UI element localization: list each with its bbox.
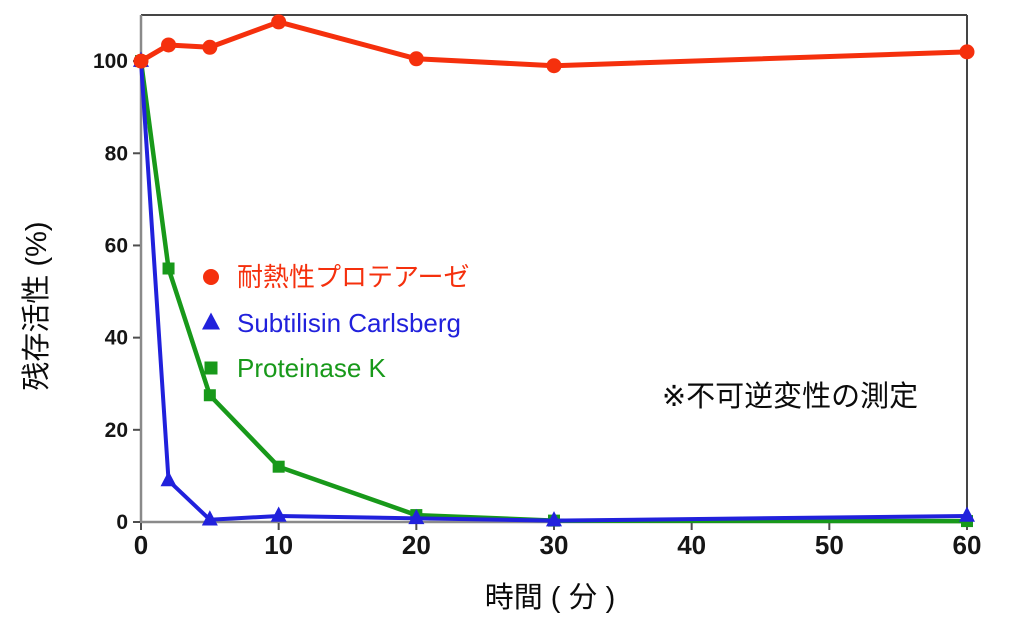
legend-label-subtilisin-carlsberg: Subtilisin Carlsberg [237,308,461,338]
series-marker-thermostable-protease [408,51,424,67]
series-marker-thermostable-protease [161,37,177,53]
series-marker-subtilisin-carlsberg [408,508,425,525]
legend-marker-thermostable-protease [203,269,219,285]
y-tick-label: 80 [105,142,128,165]
y-tick-label: 20 [105,419,128,442]
series-marker-proteinase-k [203,389,216,402]
chart-legend: 耐熱性プロテアーゼ Subtilisin Carlsberg Proteinase … [202,262,469,383]
series-marker-thermostable-protease [546,58,562,74]
x-tick-label: 20 [402,530,431,560]
x-tick-label: 50 [815,530,844,560]
x-tick-label: 10 [264,530,293,560]
y-tick-label: 100 [93,50,128,73]
series-marker-thermostable-protease [202,39,218,55]
series-marker-subtilisin-carlsberg [201,510,218,526]
series-marker-thermostable-protease [959,44,975,60]
legend-label-proteinase-k: Proteinase K [237,353,387,383]
series-marker-thermostable-protease [133,53,149,69]
x-tick-label: 40 [677,530,706,560]
legend-item-thermostable-protease: 耐熱性プロテアーゼ [203,262,469,292]
legend-label-thermostable-protease: 耐熱性プロテアーゼ [237,262,469,292]
annotation-note: ※不可逆変性の測定 [662,380,918,413]
y-tick-label: 40 [105,327,128,350]
y-tick-label: 60 [105,234,128,257]
legend-item-subtilisin-carlsberg: Subtilisin Carlsberg [202,308,461,338]
series-marker-subtilisin-carlsberg [270,506,287,522]
legend-item-proteinase-k: Proteinase K [204,353,387,383]
series-marker-proteinase-k [162,262,175,275]
x-tick-label: 60 [953,530,982,560]
x-axis-title: 時間 ( 分 ) [485,581,616,614]
axis-tick-marks [133,60,968,530]
series-marker-subtilisin-carlsberg [959,506,975,522]
series-marker-proteinase-k [272,460,285,473]
series-marker-subtilisin-carlsberg [160,471,177,487]
y-tick-label: 0 [116,511,128,534]
series-marker-thermostable-protease [271,14,287,30]
series-marker-subtilisin-carlsberg [546,511,562,527]
x-tick-label: 0 [134,530,148,560]
y-axis-title: 残存活性 (%) [20,221,53,390]
x-tick-label: 30 [540,530,569,560]
legend-marker-proteinase-k [204,361,218,375]
axis-tick-labels: 0 20 40 60 80 100 0 10 20 30 40 50 60 [93,50,982,560]
legend-marker-subtilisin-carlsberg [202,312,220,330]
data-series-layer [133,14,975,528]
